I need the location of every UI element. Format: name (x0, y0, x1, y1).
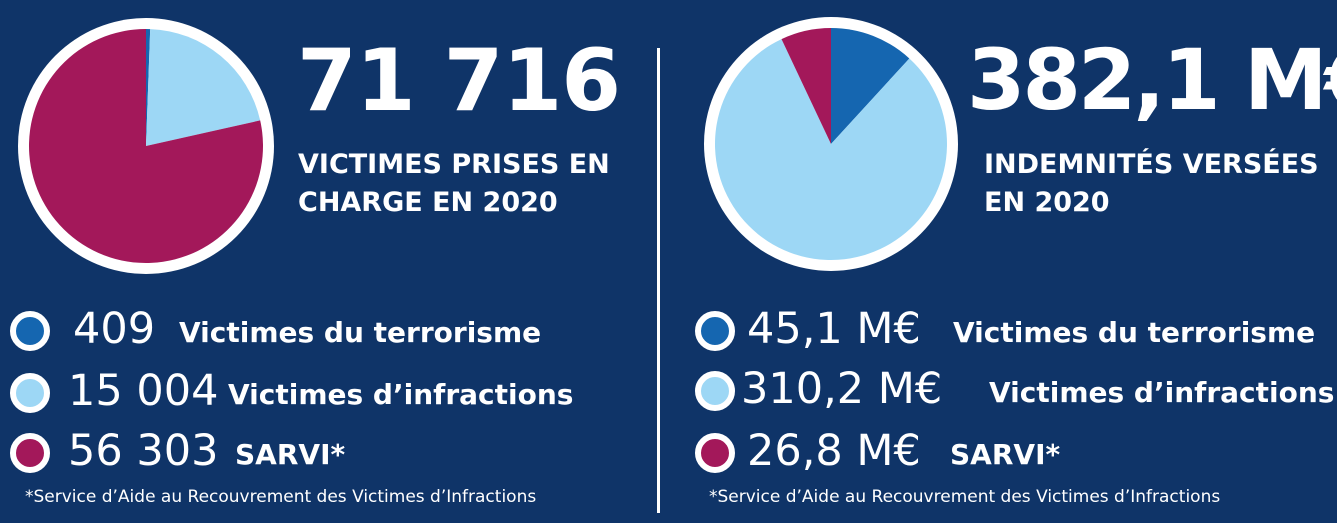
footnote: *Service d’Aide au Recouvrement des Vict… (709, 487, 1221, 507)
victims-subtitle: VICTIMES PRISES EN CHARGE EN 2020 (298, 146, 610, 222)
pie-slice-2 (715, 39, 947, 260)
legend-value: 15 004 (68, 366, 219, 416)
legend-dot-icon (695, 371, 735, 411)
victims-panel: 71 716 VICTIMES PRISES EN CHARGE EN 2020… (0, 0, 655, 523)
legend-dot-icon (10, 433, 50, 473)
legend-value: 45,1 M€ (747, 304, 921, 354)
footnote: *Service d’Aide au Recouvrement des Vict… (25, 487, 537, 507)
legend-value: 26,8 M€ (747, 426, 921, 476)
legend-dot-icon (695, 311, 735, 351)
legend-label: Victimes d’infractions (228, 378, 574, 411)
pie-slice-3 (781, 28, 831, 144)
pie-slice-3 (29, 29, 264, 263)
indemnities-panel: 382,1 M€ INDEMNITÉS VERSÉES EN 2020 45,1… (662, 0, 1337, 523)
legend-value: 409 (73, 304, 156, 354)
divider (657, 48, 660, 513)
legend-dot-icon (695, 433, 735, 473)
legend-dot-icon (10, 373, 50, 413)
indemnities-total: 382,1 M€ (967, 31, 1337, 129)
victims-pie-chart (18, 18, 274, 274)
legend-label: Victimes du terrorisme (953, 316, 1316, 349)
indemnities-subtitle-line-1: INDEMNITÉS VERSÉES (984, 149, 1319, 180)
legend-value: 310,2 M€ (741, 364, 943, 414)
pie-slice-1 (831, 28, 910, 144)
legend-label: Victimes d’infractions (989, 376, 1335, 409)
victims-subtitle-line-2: CHARGE EN 2020 (298, 187, 558, 218)
legend-value: 56 303 (68, 426, 219, 476)
pie-slice-1 (146, 29, 151, 146)
victims-total: 71 716 (297, 31, 621, 131)
victims-subtitle-line-1: VICTIMES PRISES EN (298, 149, 610, 180)
legend-label: Victimes du terrorisme (179, 316, 542, 349)
legend-label: SARVI* (950, 438, 1061, 471)
legend-dot-icon (10, 311, 50, 351)
indemnities-subtitle-line-2: EN 2020 (984, 187, 1110, 218)
indemnities-subtitle: INDEMNITÉS VERSÉES EN 2020 (984, 146, 1319, 222)
legend-label: SARVI* (235, 438, 346, 471)
pie-slice-2 (146, 29, 261, 147)
indemnities-pie-chart (704, 17, 958, 271)
